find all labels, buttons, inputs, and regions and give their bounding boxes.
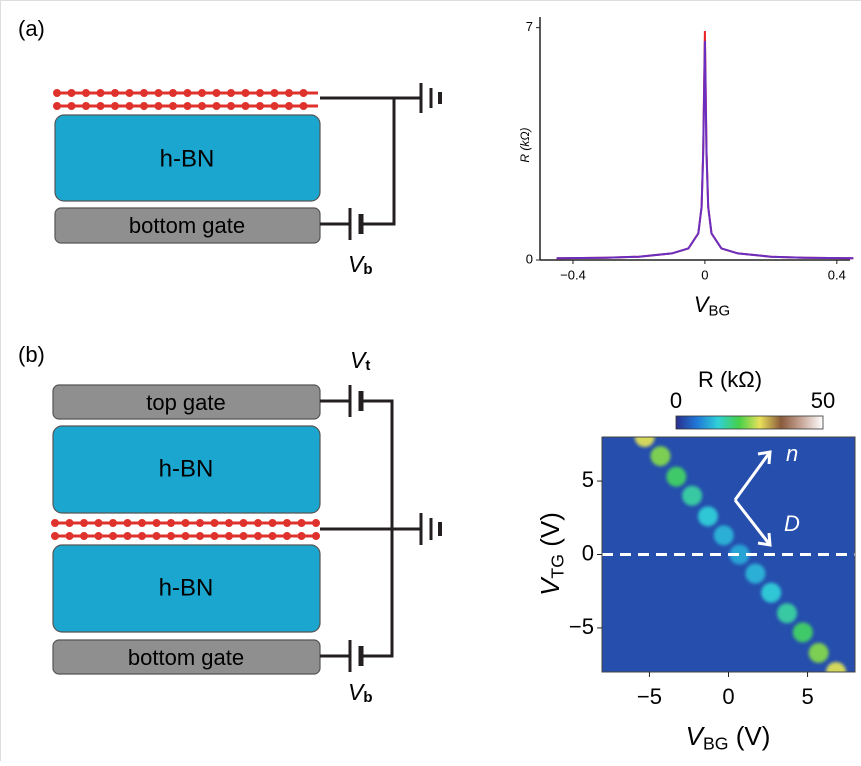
symbol: V xyxy=(348,679,366,705)
y-tick-label: 5 xyxy=(582,467,594,492)
y-tick-label: 0 xyxy=(582,540,594,565)
layer-label: h-BN xyxy=(159,455,214,482)
layer-label: h-BN xyxy=(160,145,215,172)
graphene xyxy=(51,519,322,540)
subscript: b xyxy=(363,261,372,278)
voltage-label: Vt xyxy=(350,347,370,374)
ridge-cell xyxy=(682,485,703,506)
circuit xyxy=(320,385,442,672)
ridge-cell xyxy=(666,466,687,487)
space xyxy=(728,721,735,751)
ridge-cell xyxy=(697,506,718,527)
axis-label: VBG xyxy=(694,292,730,320)
arrows xyxy=(733,450,772,547)
ridge-cell xyxy=(792,622,813,643)
y-axis-label: R (kΩ) xyxy=(518,127,532,162)
panel-label: (a) xyxy=(18,16,45,41)
unit: (V) xyxy=(736,721,771,751)
subscript: BG xyxy=(703,733,729,753)
ridge-cell xyxy=(745,563,766,584)
x-tick-label: 0.4 xyxy=(828,267,846,282)
arrow-head xyxy=(757,532,772,547)
graphene xyxy=(53,89,322,110)
arrow-head xyxy=(757,450,772,465)
ridge xyxy=(634,437,847,672)
ridge-cell xyxy=(650,446,671,467)
symbol: V xyxy=(350,347,368,373)
ridge-cell xyxy=(761,582,782,603)
axis-label: VTG (V) xyxy=(535,512,567,596)
voltage-label: Vb xyxy=(348,251,373,278)
symbol: V xyxy=(694,292,711,317)
colorbar-tick-label: 0 xyxy=(670,388,682,413)
ridge-cell xyxy=(777,603,798,624)
layer-label: h-BN xyxy=(159,574,214,601)
hbn-layer xyxy=(54,114,321,202)
colorbar-tick-label: 50 xyxy=(811,388,835,413)
y-tick-label: 7 xyxy=(526,19,533,34)
space xyxy=(535,547,565,554)
annotation: n xyxy=(786,441,798,466)
y-tick-label: 0 xyxy=(526,251,533,266)
unit: (V) xyxy=(535,512,565,547)
ridge-cell xyxy=(808,642,829,663)
hbn-layer xyxy=(52,544,321,633)
hbn-layer xyxy=(52,425,321,514)
colorbar-label: R (kΩ) xyxy=(698,367,762,392)
x-tick-label: 0 xyxy=(722,684,734,709)
axis-label: VBG (V) xyxy=(686,721,771,753)
x-tick-label: 0 xyxy=(701,267,708,282)
ridge-cell xyxy=(826,662,847,672)
symbol: V xyxy=(348,251,366,277)
ridge-cell xyxy=(634,437,655,447)
subscript: b xyxy=(363,689,372,706)
y-tick-label: −5 xyxy=(569,614,594,639)
symbol: V xyxy=(535,576,565,596)
layer-label: bottom gate xyxy=(129,213,245,238)
layer-label: bottom gate xyxy=(128,645,244,670)
ridge-cell xyxy=(713,525,734,546)
subscript: BG xyxy=(709,302,731,319)
x-tick-label: −0.4 xyxy=(560,267,586,282)
arrow xyxy=(733,451,772,501)
voltage-label: Vb xyxy=(348,679,373,706)
panel-label: (b) xyxy=(18,342,45,367)
data-line xyxy=(556,40,854,260)
x-tick-label: 5 xyxy=(801,684,813,709)
arrow xyxy=(733,499,772,546)
ridge-cell xyxy=(729,544,750,565)
symbol: V xyxy=(686,721,706,751)
subscript: TG xyxy=(547,554,567,579)
colorbar xyxy=(675,415,824,430)
x-tick-label: −5 xyxy=(637,684,662,709)
layer-label: top gate xyxy=(146,390,226,415)
annotation: D xyxy=(784,511,800,536)
circuit xyxy=(320,83,442,240)
subscript: t xyxy=(365,357,370,374)
